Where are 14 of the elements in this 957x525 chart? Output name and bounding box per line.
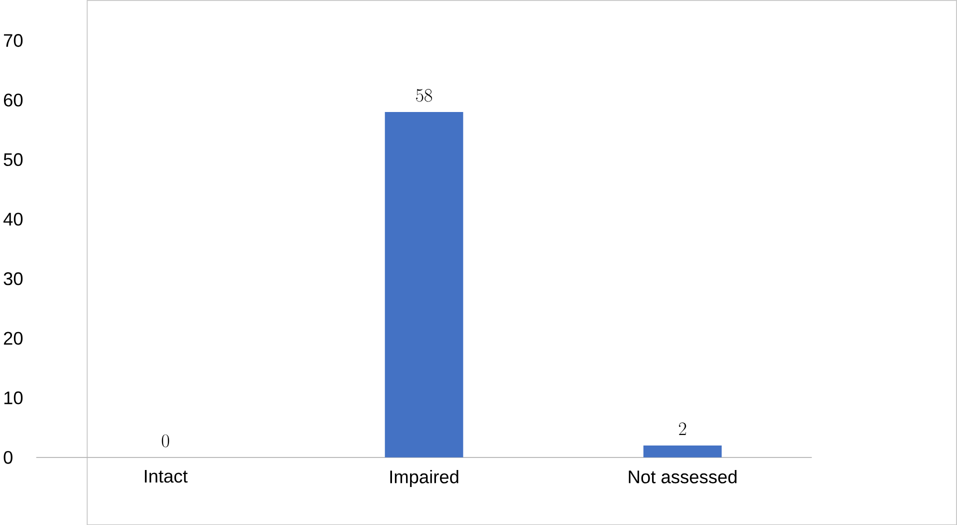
y-tick-label: 40 — [3, 212, 23, 226]
y-tick-label: 70 — [4, 34, 23, 47]
data-label: 58 — [416, 88, 432, 102]
x-tick-label: Intact — [144, 470, 188, 483]
data-label: 2 — [678, 422, 686, 435]
y-tick-label: 30 — [4, 272, 23, 286]
y-tick-label: 0 — [4, 450, 12, 464]
y-tick-label: 50 — [4, 153, 23, 166]
x-tick-label: Impaired — [390, 470, 458, 487]
y-tick-label: 60 — [4, 94, 23, 106]
data-label: 0 — [162, 434, 170, 448]
y-tick-label: 10 — [4, 391, 23, 404]
x-tick-label: Not assessed — [628, 470, 736, 484]
y-tick-label: 20 — [4, 332, 23, 345]
